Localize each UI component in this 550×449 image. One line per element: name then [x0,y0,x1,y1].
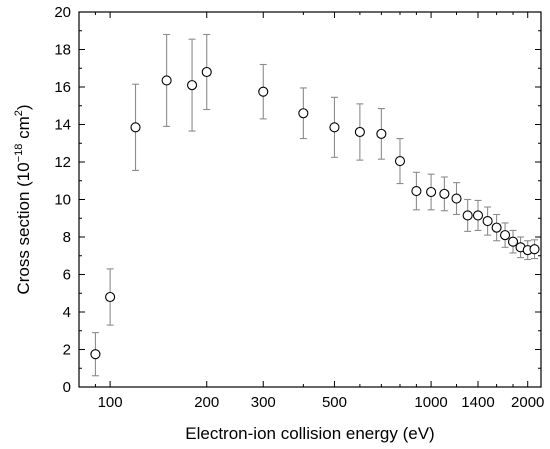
data-point [201,66,212,78]
data-point [130,122,141,133]
data-point [376,128,387,139]
data-point [186,80,198,91]
data-point [439,188,450,199]
data-point [426,186,437,198]
y-tick-label: 20 [54,4,71,21]
data-point [507,236,519,247]
data-point [258,86,269,97]
data-point [529,244,540,255]
y-tick-label: 2 [63,342,71,359]
data-point [161,75,172,86]
y-tick-label: 16 [54,79,71,96]
y-tick-label: 4 [63,304,71,321]
data-point [329,122,340,133]
x-tick-label: 500 [322,394,347,411]
data-markers [90,66,540,360]
x-tick-label: 200 [194,394,219,411]
data-point [472,210,484,221]
data-point [482,216,493,227]
x-axis-title: Electron-ion collision energy (eV) [185,424,434,443]
y-tick-label: 8 [63,229,71,246]
data-point [394,156,406,167]
y-tick-label: 0 [63,379,71,396]
tick-labels: 0 2 4 6 8 10 12 14 16 18 20 100 200 300 500 1000 1400 200… [54,4,544,411]
data-point [491,222,502,233]
plot-frame [78,11,542,388]
x-tick-label: 1000 [414,394,447,411]
axis-ticks [79,11,541,388]
x-tick-label: 100 [98,394,123,411]
y-tick-label: 10 [54,192,71,209]
x-tick-label: 1400 [461,394,494,411]
data-point [90,349,101,360]
data-point [105,291,116,303]
data-point [411,186,422,197]
data-point [451,193,462,204]
y-axis-title: Cross section (10−18 cm2) [13,104,33,294]
y-tick-label: 14 [54,117,71,134]
data-point [462,210,473,221]
data-point [354,126,365,138]
y-tick-label: 12 [54,154,71,171]
y-tick-label: 6 [63,267,71,284]
data-point [500,230,511,241]
data-point [298,108,309,119]
x-tick-label: 2000 [511,394,544,411]
error-bars [91,33,539,377]
y-tick-label: 18 [54,42,71,59]
x-tick-label: 300 [251,394,276,411]
